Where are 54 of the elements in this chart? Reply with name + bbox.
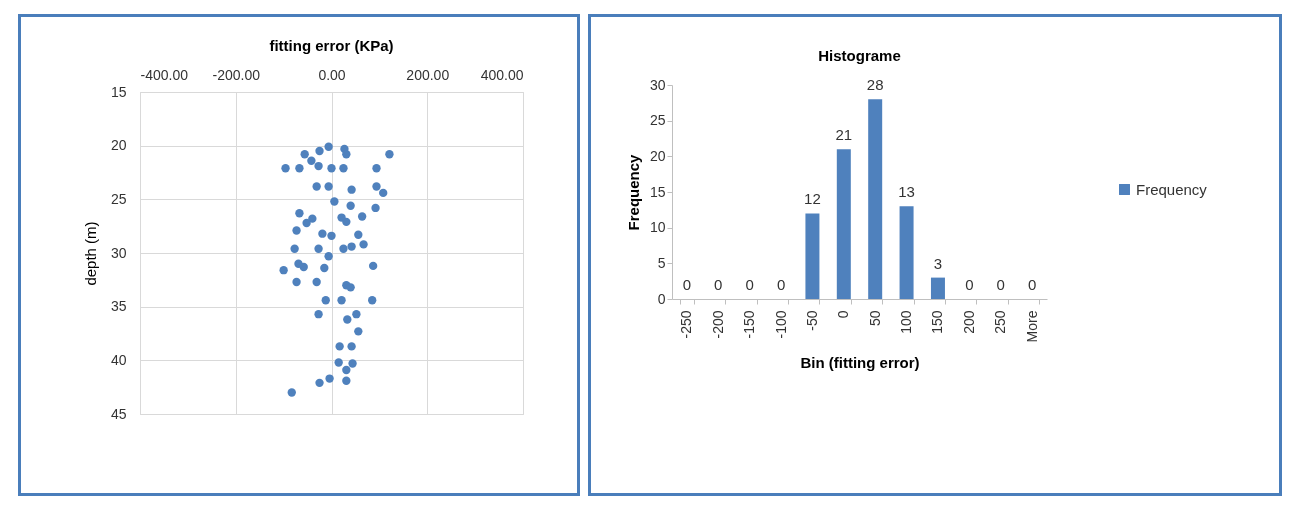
x-tick-label: 250	[992, 310, 1009, 334]
x-axis-title: Bin (fitting error)	[800, 354, 920, 372]
y-tick-label: 15	[649, 183, 666, 200]
y-tick-label: 30	[110, 244, 127, 261]
y-tick-label: 40	[110, 351, 127, 368]
data-label: 0	[682, 276, 692, 293]
y-tick-label: 0	[657, 290, 666, 307]
x-tick-label: 50	[866, 310, 883, 327]
x-tick-label: -200	[709, 310, 726, 339]
data-label: 0	[965, 276, 974, 293]
x-tick-label: -250	[678, 310, 695, 339]
x-tick-label: 200.00	[406, 66, 450, 83]
data-label: 12	[804, 190, 821, 208]
bar	[930, 277, 945, 299]
data-label: 3	[933, 254, 943, 272]
x-tick-label: More	[1023, 310, 1040, 343]
y-tick-label: 30	[649, 76, 666, 93]
data-label: 0	[745, 276, 754, 293]
y-tick-label: 15	[110, 83, 127, 100]
x-tick-label: -400.00	[140, 66, 189, 83]
bar	[868, 99, 883, 299]
y-tick-label: 25	[110, 190, 127, 207]
data-label: 21	[835, 126, 853, 144]
y-tick-label: 45	[110, 405, 127, 422]
bar	[899, 206, 914, 299]
x-tick-label: -50	[803, 310, 820, 331]
y-tick-label: 35	[110, 298, 127, 315]
data-label: 0	[996, 276, 1005, 293]
y-tick-label: 20	[649, 147, 666, 164]
y-tick-label: 25	[649, 112, 666, 129]
y-axis-title: depth (m)	[81, 221, 99, 286]
x-tick-label: -150	[741, 310, 758, 339]
y-tick-label: 20	[110, 137, 127, 154]
x-tick-label: -200.00	[212, 66, 261, 83]
x-tick-label: 100	[898, 310, 915, 334]
legend-label: Frequency	[1136, 180, 1208, 198]
data-label: 28	[866, 76, 884, 94]
y-tick-label: 10	[649, 219, 666, 236]
data-label: 0	[776, 276, 786, 293]
bar	[805, 213, 820, 299]
x-tick-label: -100	[772, 310, 789, 339]
x-tick-label: 400.00	[480, 66, 524, 83]
data-label: 0	[714, 276, 723, 293]
bar	[836, 149, 851, 299]
y-axis-title: Frequency	[624, 153, 642, 231]
chart-title: fitting error (KPa)	[269, 37, 394, 54]
data-label: 13	[898, 183, 915, 201]
chart-title: Histograme	[818, 47, 901, 64]
x-tick-label: 200	[960, 310, 977, 334]
x-tick-label: 0	[835, 310, 852, 319]
x-tick-label: 0.00	[318, 66, 346, 83]
y-tick-label: 5	[657, 254, 666, 271]
x-tick-label: 150	[929, 310, 946, 334]
data-label: 0	[1027, 276, 1037, 293]
